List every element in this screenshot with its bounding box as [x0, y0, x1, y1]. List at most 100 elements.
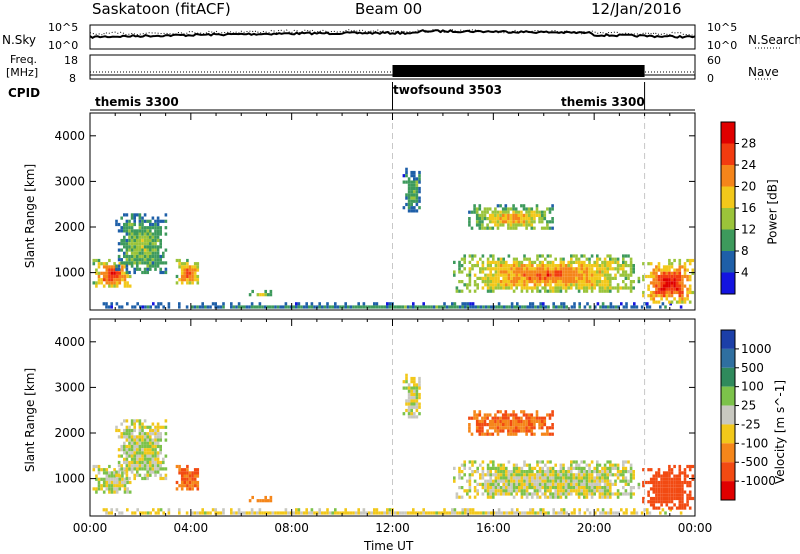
power-echo-cell — [256, 293, 260, 297]
power-echo-cell — [546, 223, 549, 227]
power-echo-cell — [530, 223, 534, 227]
power-echo-cell — [523, 280, 526, 284]
power-echo-cell — [647, 284, 650, 288]
power-echo-cell — [105, 262, 109, 266]
power-echo-cell — [209, 305, 212, 309]
power-echo-cell — [655, 284, 658, 288]
power-echo-cell — [535, 210, 539, 214]
velocity-echo-cell — [497, 511, 501, 515]
velocity-echo-cell — [399, 511, 402, 515]
power-echo-cell — [627, 273, 630, 277]
power-echo-cell — [570, 257, 573, 261]
power-echo-cell — [609, 280, 612, 284]
power-echo-cell — [549, 283, 552, 287]
velocity-echo-cell — [675, 477, 679, 481]
power-echo-cell — [269, 289, 273, 294]
power-echo-cell — [481, 280, 485, 284]
power-echo-cell — [141, 229, 144, 233]
power-echo-cell — [410, 190, 413, 194]
velocity-echo-cell — [156, 454, 160, 458]
velocity-echo-cell — [133, 435, 136, 439]
power-echo-cell — [632, 264, 635, 268]
power-echo-cell — [504, 204, 508, 208]
power-echo-cell — [564, 286, 568, 290]
velocity-echo-cell — [115, 470, 118, 474]
velocity-echo-cell — [635, 511, 639, 515]
power-echo-cell — [494, 267, 498, 271]
velocity-echo-cell — [554, 473, 557, 477]
velocity-echo-cell — [133, 460, 136, 465]
velocity-echo-cell — [546, 476, 550, 480]
velocity-echo-cell — [590, 476, 594, 480]
power-echo-cell — [136, 264, 139, 268]
velocity-echo-cell — [128, 425, 131, 429]
velocity-echo-cell — [603, 479, 607, 483]
power-echo-cell — [419, 305, 423, 309]
velocity-echo-cell — [113, 474, 116, 478]
power-echo-cell — [577, 267, 581, 271]
velocity-echo-cell — [601, 511, 605, 515]
power-echo-cell — [476, 264, 479, 268]
power-echo-cell — [279, 305, 282, 309]
velocity-echo-cell — [675, 490, 679, 494]
power-echo-cell — [141, 238, 144, 243]
power-echo-cell — [512, 270, 516, 274]
velocity-echo-cell — [269, 511, 272, 515]
velocity-echo-cell — [590, 489, 594, 493]
velocity-echo-cell — [133, 451, 136, 455]
power-echo-cell — [412, 302, 415, 306]
power-echo-cell — [598, 270, 602, 274]
velocity-echo-cell — [133, 473, 136, 477]
velocity-echo-cell — [523, 470, 526, 474]
velocity-echo-cell — [284, 508, 288, 512]
velocity-echo-cell — [502, 492, 505, 496]
velocity-echo-cell — [530, 413, 534, 417]
power-echo-cell — [509, 207, 513, 211]
velocity-echo-cell — [105, 484, 109, 488]
power-echo-cell — [660, 278, 663, 282]
velocity-echo-cell — [657, 468, 661, 472]
power-echo-cell — [502, 283, 505, 287]
velocity-echo-cell — [590, 470, 594, 474]
power-echo-cell — [196, 278, 200, 282]
velocity-echo-cell — [580, 470, 583, 474]
power-echo-cell — [520, 217, 523, 221]
power-echo-cell — [665, 281, 669, 285]
velocity-echo-cell — [533, 419, 536, 423]
velocity-echo-cell — [681, 493, 684, 497]
power-echo-cell — [652, 281, 656, 285]
power-echo-cell — [673, 278, 676, 282]
power-echo-cell — [497, 283, 500, 287]
power-echo-cell — [258, 305, 262, 309]
velocity-echo-cell — [496, 423, 500, 427]
power-echo-cell — [191, 265, 194, 269]
power-echo-cell — [186, 278, 189, 282]
velocity-echo-cell — [162, 425, 165, 429]
power-echo-cell — [501, 223, 505, 227]
power-echo-cell — [562, 257, 565, 261]
power-echo-cell — [614, 276, 617, 280]
velocity-echo-cell — [578, 511, 581, 515]
velocity-echo-cell — [188, 480, 192, 485]
velocity-echo-cell — [688, 493, 692, 497]
velocity-echo-cell — [494, 466, 498, 470]
velocity-echo-cell — [649, 496, 653, 501]
power-echo-cell — [567, 264, 570, 268]
velocity-echo-cell — [670, 500, 674, 504]
velocity-echo-cell — [559, 495, 563, 499]
power-echo-cell — [596, 254, 599, 258]
power-echo-cell — [481, 226, 484, 230]
power-echo-cell — [133, 213, 136, 217]
velocity-echo-cell — [523, 482, 526, 486]
power-echo-cell — [130, 258, 134, 262]
power-echo-cell — [611, 276, 615, 280]
power-echo-cell — [665, 284, 669, 288]
power-echo-cell — [681, 265, 684, 269]
velocity-echo-cell — [509, 423, 513, 427]
power-echo-cell — [683, 265, 687, 269]
power-echo-cell — [657, 262, 661, 266]
velocity-echo-cell — [659, 511, 662, 515]
power-echo-cell — [593, 260, 596, 264]
velocity-echo-cell — [616, 476, 620, 480]
power-echo-cell — [126, 274, 129, 279]
